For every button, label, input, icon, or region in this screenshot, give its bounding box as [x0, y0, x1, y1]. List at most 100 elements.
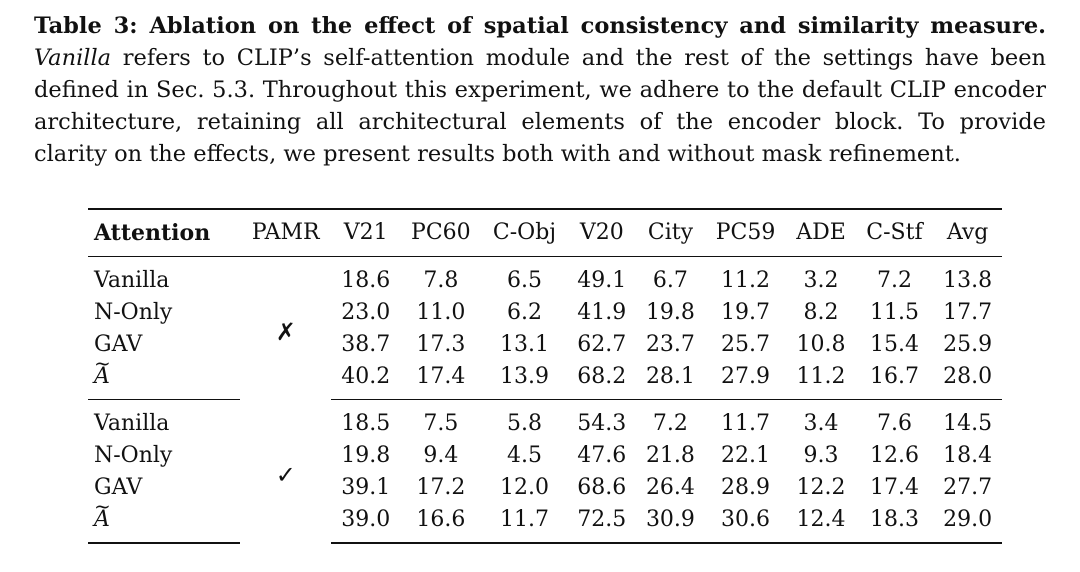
value-cell: 5.8: [507, 411, 542, 436]
value-cell: 6.5: [507, 268, 542, 293]
value-cell: 19.8: [645, 300, 695, 325]
caption-label: Table 3: Ablation on the effect of spati…: [34, 13, 1046, 39]
attention-cell: Vanilla: [88, 400, 240, 441]
value-cell: 68.2: [567, 361, 637, 400]
table-row: A 40.217.413.968.228.127.911.216.728.0: [88, 347, 1002, 400]
value-cell: 18.4: [943, 443, 993, 468]
results-table-container: Attention PAMR V21 PC60 C-Obj V20 City P…: [88, 208, 1002, 544]
value-cell: 30.6: [704, 504, 787, 544]
table-row: GAV 39.1 17.2 12.0 68.6 26.4 28.9 12.2 17.4 27.7: [88, 472, 1002, 504]
value-cell: 19.7: [721, 300, 771, 325]
value-cell: 16.7: [855, 361, 934, 400]
value-cell: 14.5: [943, 411, 993, 436]
value-cell: 13.1: [500, 332, 549, 357]
value-cell: 13.9: [481, 361, 568, 400]
table-row: Vanilla ✗ 18.6 7.8 6.5 49.1 6.7 11.2 3.2 7.2 13.8: [88, 257, 1002, 346]
value-cell: 19.8: [341, 443, 391, 468]
header-pamr: PAMR: [240, 208, 332, 257]
value-cell: 7.2: [652, 411, 688, 436]
header-v20: V20: [567, 208, 637, 257]
value-cell: 4.5: [507, 443, 542, 468]
attention-label: A: [94, 490, 110, 536]
value-cell: 23.0: [341, 300, 391, 325]
attention-cell: A: [88, 490, 241, 544]
attention-label: N-Only: [94, 300, 173, 325]
table-row: N-Only 23.0 11.0 6.2 41.9 19.8 19.7 8.2 11.5 17.7: [88, 297, 1002, 329]
value-cell: 28.1: [636, 361, 705, 400]
value-cell: 7.5: [423, 411, 459, 436]
value-cell: 41.9: [577, 300, 627, 325]
value-cell: 15.4: [869, 332, 919, 357]
value-cell: 7.8: [423, 268, 459, 293]
value-cell: 18.6: [341, 268, 391, 293]
value-cell: 13.8: [943, 268, 993, 293]
value-cell: 11.7: [481, 504, 568, 544]
value-cell: 7.2: [876, 268, 912, 293]
value-cell: 12.6: [869, 443, 919, 468]
value-cell: 30.9: [636, 504, 705, 544]
pamr-check-mark: ✓: [275, 461, 296, 490]
attention-label: A: [94, 347, 110, 393]
value-cell: 49.1: [577, 268, 627, 293]
header-city: City: [636, 208, 705, 257]
value-cell: 12.2: [796, 475, 846, 500]
value-cell: 29.0: [933, 504, 1002, 544]
value-cell: 72.5: [567, 504, 637, 544]
header-pc60: PC60: [400, 208, 482, 257]
header-ade: ADE: [786, 208, 856, 257]
attention-cell: N-Only: [88, 440, 240, 472]
value-cell: 11.7: [721, 411, 771, 436]
table-body: Vanilla ✗ 18.6 7.8 6.5 49.1 6.7 11.2 3.2 7.2 13.8 N…: [88, 257, 1002, 544]
attention-label: N-Only: [94, 443, 173, 468]
table-row: GAV 38.7 17.3 13.1 62.7 23.7 25.7 10.8 15.4 25.9: [88, 329, 1002, 361]
value-cell: 27.9: [704, 361, 787, 400]
attention-label: Vanilla: [94, 411, 170, 436]
value-cell: 38.7: [341, 332, 391, 357]
attention-label: Vanilla: [94, 268, 170, 293]
caption-italic-term: Vanilla: [34, 45, 112, 71]
attention-cell: GAV: [88, 472, 240, 504]
value-cell: 18.5: [341, 411, 391, 436]
value-cell: 3.4: [803, 411, 839, 436]
value-cell: 11.5: [869, 300, 919, 325]
pamr-cross-mark: ✗: [275, 318, 296, 347]
value-cell: 17.3: [416, 332, 466, 357]
value-cell: 26.4: [645, 475, 695, 500]
table-header-row: Attention PAMR V21 PC60 C-Obj V20 City P…: [88, 208, 1002, 257]
value-cell: 9.4: [423, 443, 459, 468]
value-cell: 17.2: [416, 475, 466, 500]
value-cell: 17.4: [869, 475, 919, 500]
value-cell: 11.2: [786, 361, 856, 400]
caption-text: refers to CLIP’s self-attention module a…: [34, 45, 1046, 167]
value-cell: 12.4: [786, 504, 856, 544]
value-cell: 21.8: [645, 443, 695, 468]
value-cell: 11.2: [721, 268, 771, 293]
attention-cell: A: [88, 347, 241, 400]
value-cell: 54.3: [577, 411, 627, 436]
value-cell: 7.6: [876, 411, 912, 436]
attention-cell: Vanilla: [88, 257, 240, 298]
value-cell: 9.3: [803, 443, 839, 468]
value-cell: 17.7: [943, 300, 993, 325]
value-cell: 18.3: [855, 504, 934, 544]
table-row: Vanilla ✓ 18.5 7.5 5.8 54.3 7.2 11.7 3.4 7.6 14.5: [88, 400, 1002, 489]
results-table: Attention PAMR V21 PC60 C-Obj V20 City P…: [88, 208, 1002, 544]
value-cell: 27.7: [943, 475, 993, 500]
header-c-stf: C-Stf: [855, 208, 934, 257]
value-cell: 28.9: [721, 475, 771, 500]
header-avg: Avg: [933, 208, 1002, 257]
header-c-obj: C-Obj: [481, 208, 568, 257]
attention-cell: GAV: [88, 329, 240, 361]
value-cell: 25.9: [943, 332, 993, 357]
attention-cell: N-Only: [88, 297, 240, 329]
value-cell: 10.8: [796, 332, 846, 357]
table-row: A 39.016.611.772.530.930.612.418.329.0: [88, 490, 1002, 544]
value-cell: 62.7: [577, 332, 627, 357]
value-cell: 3.2: [803, 268, 839, 293]
header-pc59: PC59: [704, 208, 787, 257]
header-attention: Attention: [88, 208, 241, 257]
value-cell: 47.6: [577, 443, 627, 468]
value-cell: 8.2: [803, 300, 839, 325]
value-cell: 25.7: [721, 332, 771, 357]
value-cell: 23.7: [645, 332, 695, 357]
